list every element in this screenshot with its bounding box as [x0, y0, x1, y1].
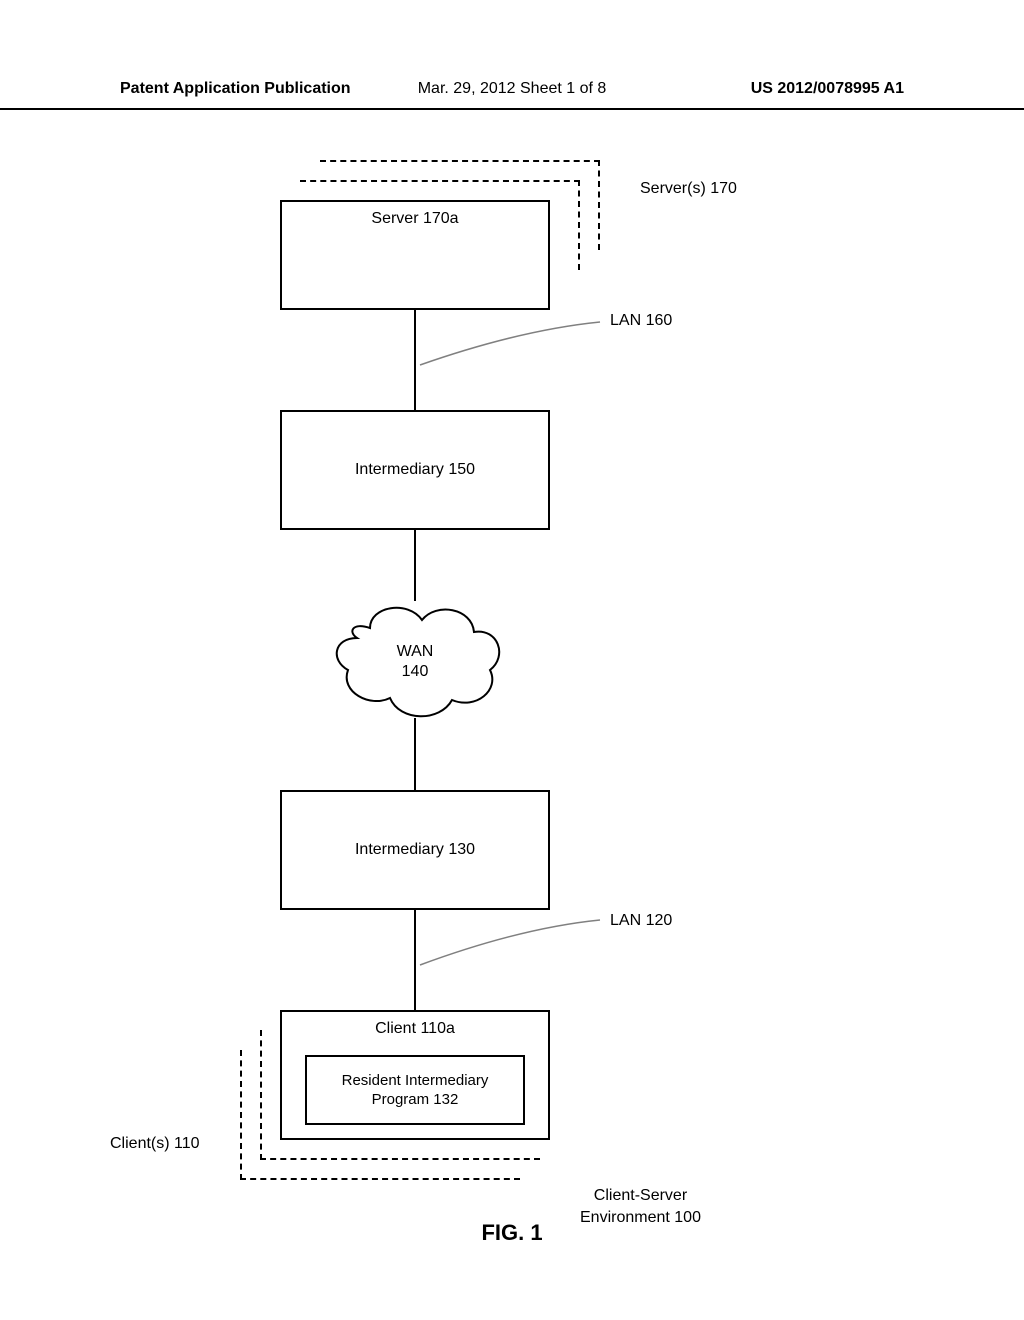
- header-patent-number: US 2012/0078995 A1: [751, 80, 904, 98]
- label-wan-140: WAN 140: [395, 642, 435, 682]
- connector-line-1: [414, 310, 416, 410]
- page: Patent Application Publication Mar. 29, …: [0, 0, 1024, 1320]
- label-environment: Client-Server Environment 100: [580, 1185, 701, 1228]
- label-lan-120: LAN 120: [610, 912, 672, 930]
- box-server-170a: Server 170a: [280, 200, 550, 310]
- label-clients-110: Client(s) 110: [110, 1135, 200, 1153]
- box-intermediary-130: Intermediary 130: [280, 790, 550, 910]
- page-header: Patent Application Publication Mar. 29, …: [0, 80, 1024, 110]
- connector-line-3: [414, 718, 416, 790]
- connector-line-4: [414, 910, 416, 1010]
- label-servers-170: Server(s) 170: [640, 180, 737, 198]
- header-date-sheet: Mar. 29, 2012 Sheet 1 of 8: [418, 80, 607, 98]
- diagram-area: Server 170a Server(s) 170 LAN 160 Interm…: [0, 150, 1024, 1250]
- wan-num: 140: [402, 663, 429, 680]
- label-intermediary-130: Intermediary 130: [355, 841, 475, 859]
- header-publication: Patent Application Publication: [120, 80, 351, 98]
- label-resident-intermediary: Resident Intermediary Program 132: [342, 1071, 489, 1110]
- label-intermediary-150: Intermediary 150: [355, 461, 475, 479]
- connector-line-2: [414, 530, 416, 601]
- box-resident-intermediary: Resident Intermediary Program 132: [305, 1055, 525, 1125]
- label-client-110a: Client 110a: [375, 1020, 455, 1038]
- box-intermediary-150: Intermediary 150: [280, 410, 550, 530]
- label-server-170a: Server 170a: [371, 210, 458, 228]
- label-lan-160: LAN 160: [610, 312, 672, 330]
- figure-label: FIG. 1: [481, 1220, 542, 1246]
- wan-text: WAN: [397, 643, 434, 660]
